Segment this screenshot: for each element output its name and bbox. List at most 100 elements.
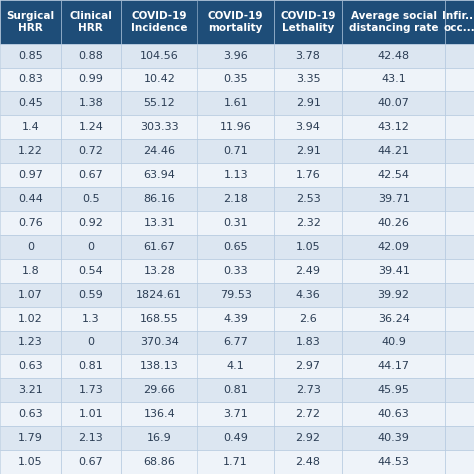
Text: 2.18: 2.18 [223,194,248,204]
Text: 0.5: 0.5 [82,194,100,204]
Bar [0,307,61,330]
Text: 13.31: 13.31 [144,218,175,228]
Text: 40.07: 40.07 [378,99,410,109]
Text: 3.78: 3.78 [296,51,320,61]
Bar [342,91,445,115]
Bar [445,115,474,139]
Text: 86.16: 86.16 [144,194,175,204]
Text: 168.55: 168.55 [140,314,179,324]
Bar [0,187,61,211]
Text: 40.39: 40.39 [378,433,410,443]
Bar [121,44,198,67]
Bar [198,67,274,91]
Text: 0.83: 0.83 [18,74,43,84]
Text: 2.32: 2.32 [296,218,320,228]
Bar [274,355,342,378]
Bar [0,450,61,474]
Text: 0.92: 0.92 [78,218,103,228]
Text: 79.53: 79.53 [220,290,252,300]
Bar [445,450,474,474]
Bar [445,426,474,450]
Bar [121,91,198,115]
Bar [342,378,445,402]
Bar [198,91,274,115]
Bar [61,307,121,330]
Text: 0.33: 0.33 [223,266,248,276]
Bar [274,283,342,307]
Bar [121,426,198,450]
Text: 40.63: 40.63 [378,409,410,419]
Bar [121,259,198,283]
Text: 4.39: 4.39 [223,314,248,324]
Bar [342,307,445,330]
Text: 6.77: 6.77 [223,337,248,347]
Text: 1.01: 1.01 [79,409,103,419]
Text: 55.12: 55.12 [144,99,175,109]
Text: 0.35: 0.35 [223,74,248,84]
Bar [198,0,274,44]
Bar [121,450,198,474]
Text: 39.71: 39.71 [378,194,410,204]
Bar [274,426,342,450]
Text: 42.54: 42.54 [378,170,410,180]
Bar [445,67,474,91]
Text: 68.86: 68.86 [143,457,175,467]
Text: 0.99: 0.99 [78,74,103,84]
Text: COVID-19
mortality: COVID-19 mortality [208,10,264,33]
Bar [342,139,445,163]
Bar [61,139,121,163]
Text: 0.44: 0.44 [18,194,43,204]
Text: 44.53: 44.53 [378,457,410,467]
Text: Surgical
HRR: Surgical HRR [6,10,55,33]
Text: COVID-19
Incidence: COVID-19 Incidence [131,10,188,33]
Bar [61,402,121,426]
Text: 13.28: 13.28 [143,266,175,276]
Bar [121,330,198,355]
Bar [61,450,121,474]
Bar [274,187,342,211]
Bar [121,67,198,91]
Text: 61.67: 61.67 [144,242,175,252]
Bar [274,211,342,235]
Bar [121,187,198,211]
Bar [121,139,198,163]
Bar [61,378,121,402]
Bar [445,163,474,187]
Text: 36.24: 36.24 [378,314,410,324]
Bar [445,283,474,307]
Bar [198,259,274,283]
Bar [274,235,342,259]
Bar [0,163,61,187]
Text: 39.41: 39.41 [378,266,410,276]
Text: 0.65: 0.65 [223,242,248,252]
Text: 0: 0 [87,337,94,347]
Bar [121,0,198,44]
Bar [342,44,445,67]
Text: 1.79: 1.79 [18,433,43,443]
Text: 2.53: 2.53 [296,194,320,204]
Text: 11.96: 11.96 [220,122,252,132]
Text: 4.1: 4.1 [227,361,245,372]
Text: 1.38: 1.38 [79,99,103,109]
Bar [198,402,274,426]
Bar [342,450,445,474]
Bar [0,283,61,307]
Text: 1.61: 1.61 [223,99,248,109]
Bar [274,450,342,474]
Text: 0: 0 [87,242,94,252]
Bar [274,259,342,283]
Text: 1.3: 1.3 [82,314,100,324]
Text: 0.76: 0.76 [18,218,43,228]
Text: 1.4: 1.4 [21,122,39,132]
Text: 1.73: 1.73 [79,385,103,395]
Text: 42.09: 42.09 [378,242,410,252]
Bar [121,378,198,402]
Bar [121,235,198,259]
Text: 1.05: 1.05 [18,457,43,467]
Bar [0,67,61,91]
Text: 0.63: 0.63 [18,409,43,419]
Bar [198,235,274,259]
Text: 2.91: 2.91 [296,99,320,109]
Bar [445,91,474,115]
Text: 0.81: 0.81 [79,361,103,372]
